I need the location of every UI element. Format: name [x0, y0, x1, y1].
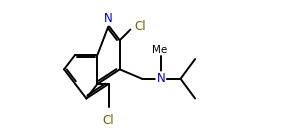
- Text: Me: Me: [152, 45, 168, 55]
- Text: Cl: Cl: [103, 114, 114, 127]
- Text: Cl: Cl: [134, 20, 146, 33]
- Text: N: N: [104, 12, 113, 25]
- Text: N: N: [156, 72, 165, 85]
